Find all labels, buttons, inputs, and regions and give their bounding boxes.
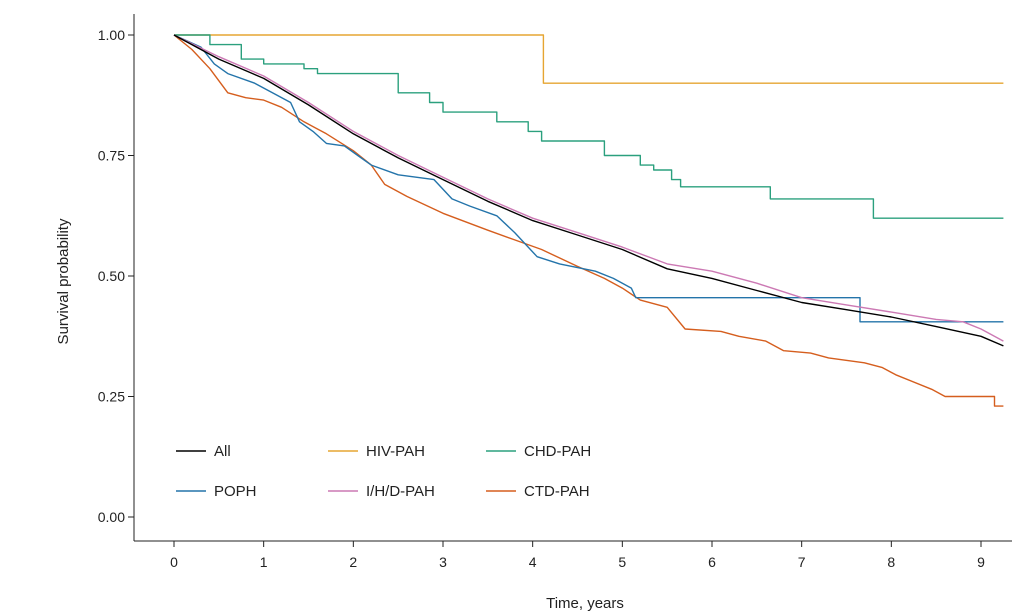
legend: All HIV-PAH CHD-PAH POPH I/H/D-PAH CTD-PAH (176, 443, 591, 500)
axes: 0.00 0.25 0.50 0.75 1.00 0 1 2 3 4 5 6 7 8 9 (98, 14, 1012, 570)
series-line-i-h-d-pah (173, 34, 1004, 342)
series-layer (173, 34, 1004, 407)
y-tick-label: 0.00 (98, 509, 125, 525)
y-tick-label: 1.00 (98, 27, 125, 43)
legend-label-all: All (214, 443, 231, 460)
x-axis-label: Time, years (546, 595, 624, 612)
x-tick-label: 3 (439, 554, 447, 570)
series-line-chd-pah (174, 34, 1004, 219)
y-tick-label: 0.50 (98, 268, 125, 284)
x-tick-label: 0 (170, 554, 178, 570)
x-tick-label: 1 (260, 554, 268, 570)
legend-label-hiv-pah: HIV-PAH (366, 443, 425, 460)
x-tick-label: 9 (977, 554, 985, 570)
x-tick-label: 6 (708, 554, 716, 570)
series-line-ctd-pah (173, 34, 1004, 407)
x-tick-label: 8 (887, 554, 895, 570)
y-tick-label: 0.75 (98, 148, 125, 164)
legend-label-ctd-pah: CTD-PAH (524, 483, 590, 500)
series-line-all (173, 34, 1004, 347)
y-tick-label: 0.25 (98, 389, 125, 405)
x-tick-label: 7 (798, 554, 806, 570)
legend-label-i-h-d-pah: I/H/D-PAH (366, 483, 435, 500)
series-line-hiv-pah (174, 34, 1004, 84)
y-axis-label: Survival probability (55, 218, 72, 344)
x-tick-label: 4 (529, 554, 537, 570)
legend-label-poph: POPH (214, 483, 257, 500)
series-line-poph (173, 34, 1004, 323)
x-tick-label: 2 (349, 554, 357, 570)
x-tick-label: 5 (618, 554, 626, 570)
legend-label-chd-pah: CHD-PAH (524, 443, 591, 460)
